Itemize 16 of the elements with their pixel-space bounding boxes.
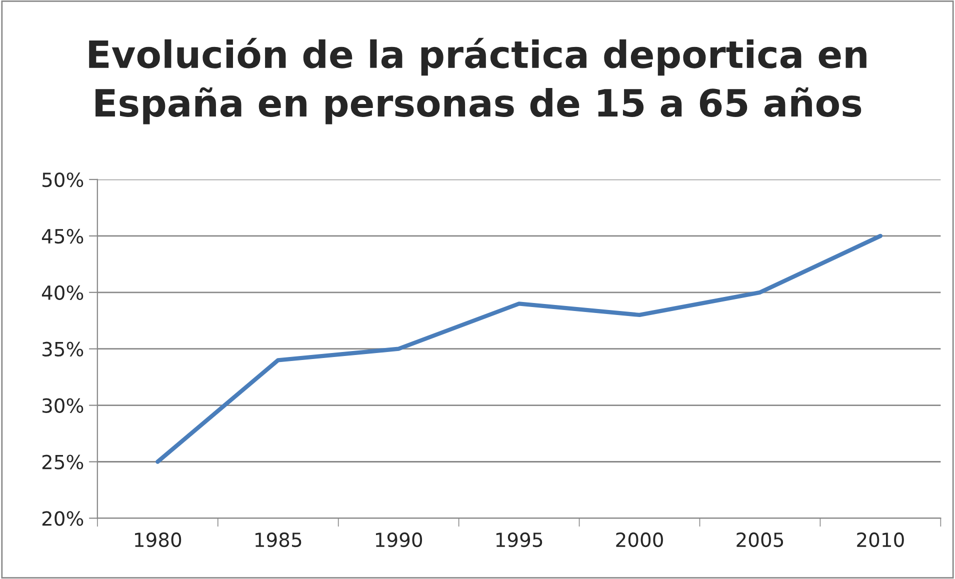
- chart-title: Evolución de la práctica deportica en España en personas de 15 a 65 años: [89, 38, 866, 124]
- x-tick-label: 2000: [616, 532, 663, 548]
- x-tick-label: 1990: [376, 532, 422, 548]
- y-tick-label: 50%: [42, 172, 84, 188]
- y-tick-label: 20%: [42, 511, 84, 526]
- x-tick-label: 2005: [736, 532, 784, 548]
- line-series: [156, 234, 883, 464]
- x-tick-label: 1980: [135, 532, 182, 548]
- y-tick-label: 25%: [42, 454, 84, 470]
- x-tick-label: 1985: [256, 532, 302, 548]
- x-tick-label: 1995: [496, 532, 542, 548]
- y-tick-label: 35%: [42, 342, 84, 357]
- x-tick-label: 2010: [857, 532, 904, 548]
- y-tick-label: 45%: [42, 228, 84, 244]
- y-tick-label: 30%: [42, 398, 84, 413]
- y-tick-label: 40%: [42, 285, 84, 300]
